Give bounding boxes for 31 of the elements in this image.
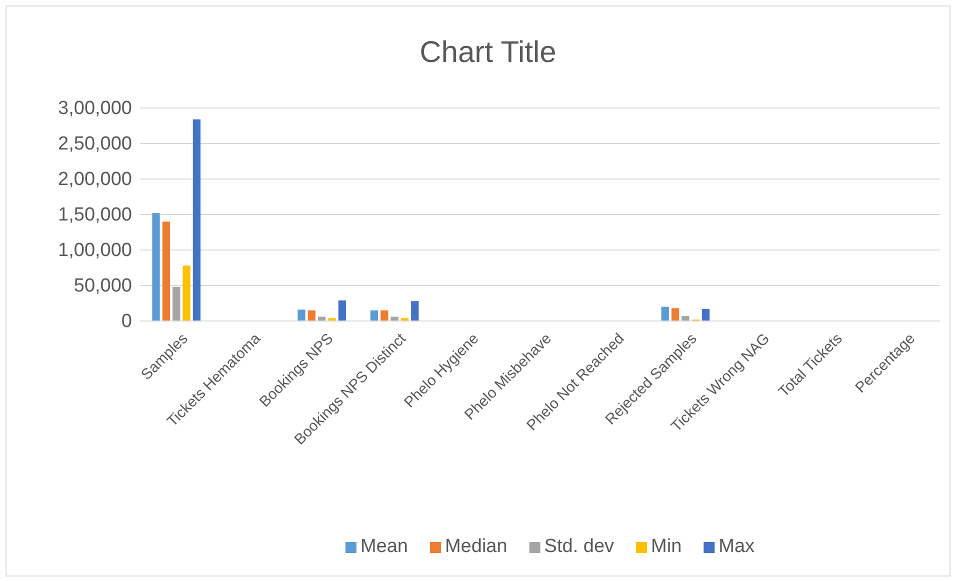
bar xyxy=(162,222,170,321)
bar xyxy=(411,301,419,321)
legend-label: Min xyxy=(651,536,682,557)
bar xyxy=(682,316,690,321)
y-tick-label: 2,50,000 xyxy=(58,134,132,155)
bar xyxy=(182,266,190,321)
bar xyxy=(172,286,180,321)
y-tick-label: 1,50,000 xyxy=(58,204,132,226)
bar xyxy=(380,310,388,321)
y-tick-label: 0 xyxy=(121,311,132,332)
y-tick-label: 2,00,000 xyxy=(58,169,132,190)
bar xyxy=(370,310,378,321)
y-tick-label: 50,000 xyxy=(74,276,132,297)
bar xyxy=(671,308,680,321)
bar xyxy=(338,300,346,321)
bar xyxy=(192,119,201,321)
bar xyxy=(661,306,669,321)
legend-label: Max xyxy=(718,536,756,557)
legend-label: Median xyxy=(444,536,508,557)
legend-label: Std. dev xyxy=(544,536,615,557)
y-tick-label: 3,00,000 xyxy=(58,98,132,120)
bar xyxy=(390,316,398,321)
chart-title: Chart Title xyxy=(420,36,556,69)
bar xyxy=(318,316,326,321)
bar xyxy=(308,310,316,321)
bar xyxy=(328,318,336,321)
y-tick-label: 1,00,000 xyxy=(58,240,132,262)
bar xyxy=(152,213,160,321)
bar xyxy=(298,310,306,321)
legend-label: Mean xyxy=(360,536,408,557)
bar xyxy=(702,308,710,321)
